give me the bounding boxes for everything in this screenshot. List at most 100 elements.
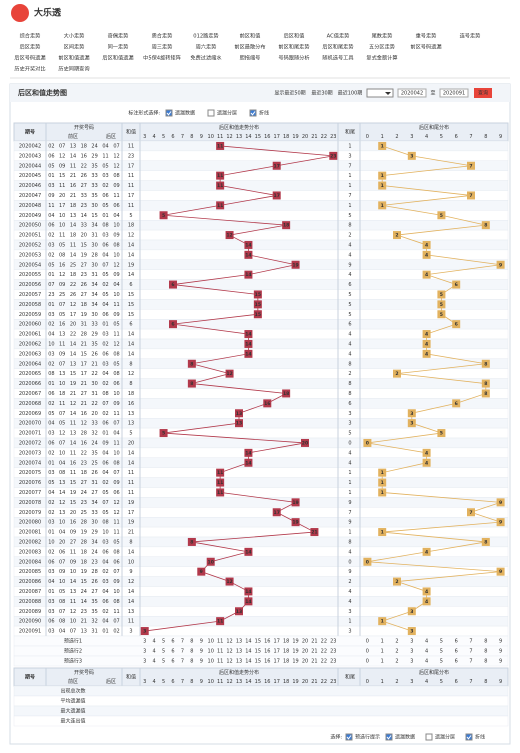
front-number: 06 bbox=[48, 391, 54, 397]
sum-marker-label: 11 bbox=[217, 490, 223, 496]
sum-marker-label: 8 bbox=[190, 539, 193, 545]
front-number: 22 bbox=[70, 332, 76, 338]
front-number: 31 bbox=[81, 322, 87, 328]
query-button[interactable] bbox=[474, 88, 492, 98]
sum-marker bbox=[216, 478, 225, 487]
tail-column-label: 1 bbox=[381, 134, 384, 140]
tail-value: 4 bbox=[348, 549, 351, 555]
footer-checkbox[interactable] bbox=[345, 733, 353, 741]
tail-value: 9 bbox=[348, 262, 351, 268]
front-number: 20 bbox=[59, 539, 65, 545]
sum-marker bbox=[244, 349, 253, 358]
tail-marker bbox=[452, 280, 461, 289]
select[interactable] bbox=[366, 88, 394, 98]
issue: 2020059 bbox=[19, 312, 41, 318]
tail-value: 2 bbox=[348, 579, 351, 585]
sum-column-label: 11 bbox=[217, 679, 223, 685]
nav-link: 号码跟随分析 bbox=[278, 54, 309, 62]
front-number: 14 bbox=[70, 411, 76, 417]
sum-value: 17 bbox=[128, 510, 134, 516]
back-number: 11 bbox=[113, 530, 119, 536]
nav-link: 012路走势 bbox=[193, 32, 218, 40]
sum-value: 11 bbox=[128, 480, 134, 486]
sum-marker-label: 11 bbox=[217, 183, 223, 189]
filter-checkbox[interactable] bbox=[249, 109, 257, 117]
back-number: 06 bbox=[102, 193, 108, 199]
tail-marker bbox=[422, 547, 431, 556]
tail-marker-label: 7 bbox=[469, 163, 472, 169]
preset-cell: 0 bbox=[366, 639, 369, 645]
front-number: 08 bbox=[59, 470, 65, 476]
tail-column-label: 4 bbox=[425, 134, 428, 140]
back-number: 02 bbox=[102, 569, 108, 575]
footer-checkbox[interactable] bbox=[425, 733, 433, 741]
preset-cell: 21 bbox=[311, 649, 317, 655]
sum-column-label: 20 bbox=[302, 134, 308, 140]
back-number: 05 bbox=[113, 361, 119, 367]
preset-cell: 10 bbox=[208, 639, 214, 645]
row-bg bbox=[13, 616, 509, 627]
front-number: 34 bbox=[91, 539, 97, 545]
sum-value: 11 bbox=[128, 173, 134, 179]
issue: 2020046 bbox=[19, 183, 41, 189]
filter-checkbox[interactable] bbox=[165, 109, 173, 117]
sum-header: 和值 bbox=[126, 674, 136, 681]
sum-column-label: 20 bbox=[302, 679, 308, 685]
tail-marker-label: 4 bbox=[425, 460, 428, 466]
sum-marker bbox=[291, 260, 300, 269]
sum-value: 13 bbox=[128, 609, 134, 615]
tail-marker bbox=[407, 419, 416, 428]
front-number: 02 bbox=[48, 233, 54, 239]
front-number: 23 bbox=[81, 500, 87, 506]
tail-column-label: 0 bbox=[366, 134, 369, 140]
sum-marker-label: 14 bbox=[245, 272, 251, 278]
footer-checkbox[interactable] bbox=[385, 733, 393, 741]
front-number: 03 bbox=[48, 629, 54, 635]
nav-link: 随机选号工具 bbox=[322, 54, 353, 62]
back-number: 08 bbox=[113, 549, 119, 555]
front-number: 24 bbox=[91, 440, 97, 446]
tail-marker bbox=[378, 141, 387, 150]
to-input[interactable] bbox=[439, 88, 469, 98]
sum-marker bbox=[235, 419, 243, 428]
tail-marker bbox=[496, 518, 505, 527]
footer-checkbox[interactable] bbox=[465, 733, 473, 741]
front-number: 11 bbox=[70, 470, 76, 476]
tail-value: 9 bbox=[348, 500, 351, 506]
filter-checkbox[interactable] bbox=[207, 109, 215, 117]
sum-value: 19 bbox=[128, 262, 134, 268]
from-input[interactable] bbox=[397, 88, 427, 98]
back-number: 04 bbox=[102, 559, 108, 565]
sum-column-label: 4 bbox=[153, 134, 156, 140]
front-number: 12 bbox=[59, 431, 65, 437]
front-number: 11 bbox=[59, 341, 65, 347]
sum-column-label: 22 bbox=[321, 679, 327, 685]
sum-marker-label: 3 bbox=[143, 629, 146, 635]
issue: 2020089 bbox=[19, 609, 41, 615]
footer-label: 选择: bbox=[330, 734, 342, 741]
recent-link: 显示最近50期 bbox=[274, 90, 305, 97]
front-number: 18 bbox=[70, 203, 76, 209]
sum-column-label: 21 bbox=[311, 679, 317, 685]
back-number: 03 bbox=[102, 233, 108, 239]
tail-value: 7 bbox=[348, 163, 351, 169]
back-number: 11 bbox=[102, 153, 108, 159]
tail-value: 9 bbox=[348, 520, 351, 526]
sum-marker-label: 11 bbox=[217, 470, 223, 476]
front-number: 13 bbox=[70, 143, 76, 149]
sum-marker-label: 13 bbox=[236, 609, 242, 615]
back-number: 08 bbox=[113, 460, 119, 466]
sum-marker bbox=[159, 429, 168, 438]
nav-link: 后区和尾走势 bbox=[322, 43, 353, 51]
preset-cell: 19 bbox=[292, 659, 298, 665]
tail-marker bbox=[407, 151, 416, 160]
back-number: 06 bbox=[102, 312, 108, 318]
tail-column-label: 3 bbox=[410, 134, 413, 140]
row-bg bbox=[13, 507, 509, 518]
front-number: 18 bbox=[81, 302, 87, 308]
sum-value: 15 bbox=[128, 292, 134, 298]
preset-cell: 5 bbox=[162, 639, 165, 645]
front-number: 18 bbox=[81, 143, 87, 149]
preset-cell: 3 bbox=[143, 649, 146, 655]
from-text: 2020042 bbox=[401, 91, 423, 97]
